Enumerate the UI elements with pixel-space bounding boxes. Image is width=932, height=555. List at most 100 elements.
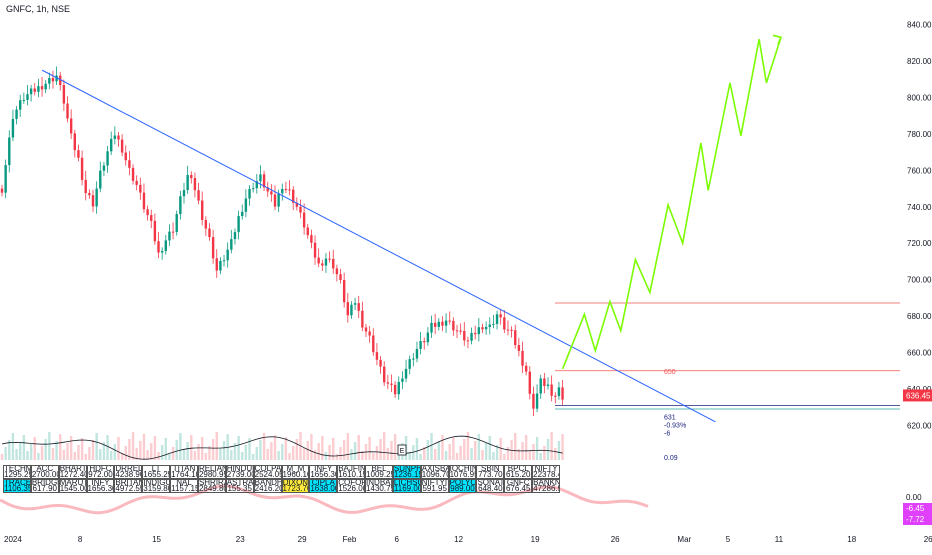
- watchlist-value: 47286.90: [533, 484, 559, 493]
- volume-bar: [372, 453, 375, 460]
- candle-body: [99, 170, 102, 189]
- watchlist-cell: TRACEM1106.35: [3, 479, 31, 493]
- candle-body: [179, 196, 182, 215]
- trendline[interactable]: [41, 69, 716, 423]
- volume-bar: [390, 441, 393, 460]
- volume-bar: [423, 447, 426, 460]
- candle-body: [80, 157, 84, 180]
- candle-body: [8, 137, 11, 166]
- candle-body: [22, 99, 26, 101]
- volume-bar: [55, 441, 58, 460]
- volume-bar: [142, 434, 146, 460]
- volume-bar: [350, 449, 353, 460]
- volume-bar: [0, 454, 4, 460]
- volume-bar: [182, 449, 186, 460]
- volume-bar: [452, 437, 455, 460]
- volume-bar: [455, 453, 459, 460]
- candle-body: [433, 322, 437, 327]
- candle-body: [364, 327, 368, 332]
- volume-bar: [29, 444, 33, 460]
- watchlist-cell: INDIGO 3159.80: [142, 479, 171, 493]
- candle-body: [270, 191, 273, 195]
- volume-bar: [539, 453, 542, 460]
- volume-bar: [19, 442, 22, 460]
- watchlist-cell: AXISBANK1096.70: [420, 465, 449, 479]
- watchlist-symbol: BANKNIFTY: [533, 479, 559, 487]
- watchlist-value: 1960.10: [282, 470, 310, 479]
- watchlist-value: 1545.00: [59, 484, 87, 493]
- candle-body: [29, 88, 33, 95]
- volume-bar: [546, 439, 550, 460]
- candle-body: [131, 167, 135, 181]
- level-annotation: -6: [664, 430, 670, 437]
- volume-bar: [495, 445, 499, 460]
- watchlist-symbol: AXISBANK: [421, 465, 448, 473]
- watchlist-value: 1656.30: [310, 470, 338, 479]
- volume-bar: [131, 432, 135, 460]
- candle-body: [259, 174, 262, 182]
- candle-body: [379, 359, 382, 367]
- candle-body: [48, 77, 51, 84]
- forecast-path[interactable]: [561, 37, 782, 370]
- candle-body: [554, 395, 557, 397]
- candle-body: [222, 260, 226, 262]
- volume-bar: [430, 433, 433, 460]
- watchlist-value: 1169.00: [393, 484, 421, 493]
- candle-body: [495, 314, 499, 324]
- watchlist-symbol: COFORGE: [338, 479, 364, 487]
- candle-body: [466, 340, 470, 342]
- volume-bar: [73, 452, 76, 460]
- candle-body: [448, 320, 451, 322]
- volume-bar: [477, 434, 481, 460]
- chart-title: GNFC, 1h, NSE: [6, 4, 71, 14]
- watchlist-symbol: DRREDDY: [115, 465, 141, 473]
- candle-body: [182, 190, 186, 197]
- x-tick-label: 23: [236, 535, 245, 544]
- watchlist-cell: INFY 1656.30: [86, 479, 115, 493]
- volume-bar: [437, 442, 440, 460]
- watchlist-value: 1764.10: [171, 470, 198, 479]
- candle-body: [412, 358, 415, 360]
- candle-body: [219, 260, 222, 271]
- watchlist-cell: COFORGE1526.00: [337, 479, 366, 493]
- candle-body: [15, 109, 18, 119]
- watchlist-value: 4972.55: [115, 484, 143, 493]
- event-marker-box[interactable]: [397, 444, 407, 456]
- volume-bar: [277, 451, 280, 460]
- watchlist-value: 1723.70: [282, 484, 310, 493]
- candle-body: [171, 231, 175, 233]
- indicator-badge-label: -7.72: [906, 515, 925, 524]
- candle-body: [306, 227, 309, 236]
- volume-bar: [459, 446, 462, 460]
- volume-bar: [353, 442, 357, 460]
- watchlist-value: 1096.70: [421, 470, 449, 479]
- candle-body: [33, 88, 36, 92]
- watchlist-symbol: COLPAL: [254, 465, 282, 473]
- volume-bar: [317, 443, 320, 460]
- candle-body: [66, 103, 69, 119]
- candle-body: [503, 317, 506, 330]
- candle-body: [452, 320, 455, 331]
- candle-body: [0, 188, 4, 193]
- watchlist-symbol: TECHM: [4, 465, 31, 473]
- x-tick-label: 26: [611, 535, 620, 544]
- y-tick-label: 680.00: [907, 312, 932, 321]
- y-tick-label: 820.00: [907, 57, 932, 66]
- candle-body: [281, 189, 284, 194]
- candle-body: [197, 190, 200, 201]
- candle-body: [521, 350, 524, 366]
- candle-body: [142, 192, 146, 210]
- watchlist-symbol: ASTRAL: [226, 479, 254, 487]
- volume-bar: [375, 446, 379, 460]
- candle-body: [470, 332, 473, 341]
- volume-bar: [248, 438, 251, 460]
- watchlist-value: 2416.20: [254, 484, 282, 493]
- volume-bar: [561, 434, 564, 460]
- candle-body: [175, 214, 178, 232]
- price-badge: [903, 389, 932, 402]
- volume-bar: [379, 439, 382, 460]
- watchlist-value: 2849.80: [198, 484, 226, 493]
